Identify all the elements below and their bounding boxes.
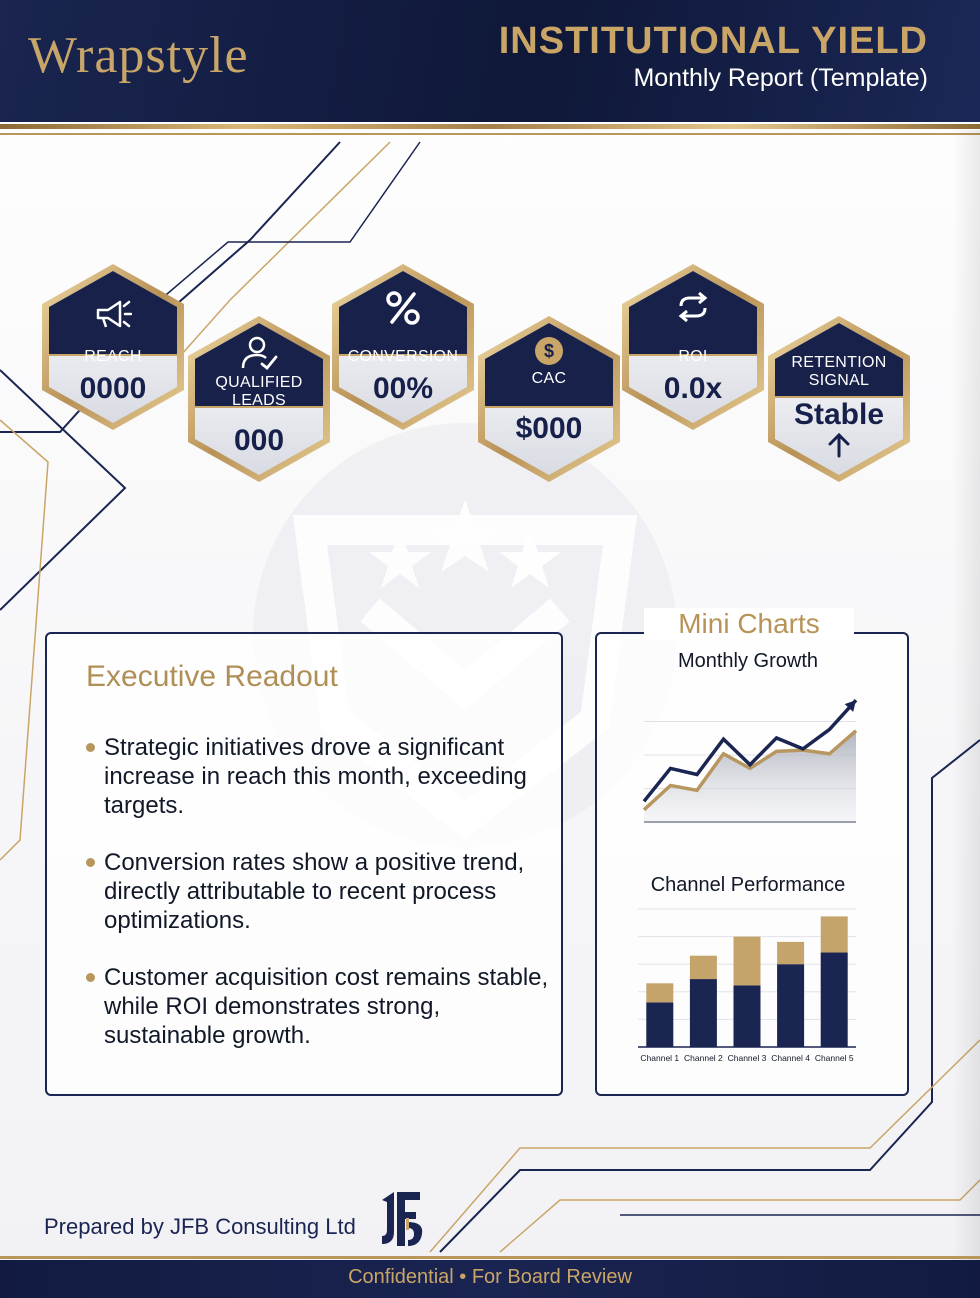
- kpi-label: ROI: [678, 348, 708, 365]
- kpi-badge-conversion: CONVERSION 00%: [330, 262, 476, 432]
- bar-channel-3-segment-2: [733, 936, 761, 986]
- kpi-label: CAC: [531, 370, 567, 387]
- area-fill: [644, 730, 856, 822]
- bar-channel-3-segment-1: [733, 985, 761, 1047]
- kpi-badge-reach: REACH 0000: [40, 262, 186, 432]
- confidential-note: Confidential • For Board Review: [348, 1266, 632, 1288]
- bar-channel-1-segment-2: [646, 983, 674, 1003]
- percent-icon: [330, 290, 476, 334]
- series-line-2: [642, 699, 858, 803]
- kpi-value: Stable: [793, 398, 885, 431]
- bar-channel-4-segment-1: [777, 964, 805, 1047]
- x-tick-label: Channel 3: [728, 1053, 767, 1063]
- user-check-icon: [186, 336, 332, 378]
- line-chart-title: Monthly Growth: [677, 650, 819, 672]
- footer-gold-rule: [0, 1256, 980, 1259]
- svg-text:$: $: [544, 341, 554, 361]
- executive-bullet-list: Strategic initiatives drove a significan…: [86, 733, 554, 1078]
- kpi-value: 00%: [372, 372, 434, 405]
- executive-bullet: Strategic initiatives drove a significan…: [86, 733, 554, 820]
- report-subtitle: Monthly Report (Template): [633, 64, 928, 92]
- kpi-badge-retention-signal: RETENTION SIGNAL Stable: [766, 314, 912, 484]
- series-line-1: [642, 729, 858, 812]
- kpi-label: QUALIFIED LEADS: [215, 374, 303, 409]
- megaphone-icon: [40, 298, 186, 338]
- monthly-growth-chart: [642, 699, 858, 823]
- bar-channel-4-segment-2: [777, 941, 805, 965]
- brand-logo-text: Wrapstyle: [28, 27, 249, 84]
- kpi-value: 0.0x: [663, 372, 723, 405]
- report-title: INSTITUTIONAL YIELD: [498, 20, 928, 62]
- x-tick-label: Channel 4: [771, 1053, 810, 1063]
- page-edge-shadow: [952, 130, 980, 1260]
- executive-bullet: Conversion rates show a positive trend, …: [86, 848, 554, 935]
- x-tick-label: Channel 5: [815, 1053, 854, 1063]
- channel-performance-chart: Channel 1 Channel 2 Channel 3 Channel 4 Chan…: [638, 908, 856, 1063]
- arrow-up-icon: [766, 432, 912, 466]
- kpi-label: CONVERSION: [347, 348, 459, 365]
- mini-charts-title: Mini Charts: [644, 608, 854, 640]
- executive-readout-panel: [45, 632, 563, 1096]
- kpi-value: $000: [515, 412, 583, 445]
- bar-channel-5-segment-1: [820, 952, 848, 1047]
- bar-chart-title: Channel Performance: [650, 874, 846, 896]
- bar-channel-1-segment-1: [646, 1002, 674, 1047]
- dollar-coin-icon: $: [476, 336, 622, 374]
- footer-bar: [0, 1260, 980, 1298]
- kpi-badge-cac: $ CAC $000: [476, 314, 622, 484]
- header-gold-rule: [0, 124, 980, 129]
- kpi-badge-roi: ROI 0.0x: [620, 262, 766, 432]
- refresh-arrows-icon: [620, 290, 766, 332]
- executive-readout-title: Executive Readout: [86, 660, 338, 693]
- executive-bullet: Customer acquisition cost remains stable…: [86, 963, 554, 1050]
- kpi-label: RETENTION SIGNAL: [791, 354, 887, 389]
- bar-channel-2-segment-1: [689, 979, 717, 1047]
- kpi-label: REACH: [84, 348, 142, 365]
- header-gold-rule-thin: [0, 133, 980, 135]
- bar-channel-5-segment-2: [820, 916, 848, 953]
- jfb-logo-icon: [382, 1192, 423, 1246]
- x-tick-label: Channel 1: [640, 1053, 679, 1063]
- bar-channel-2-segment-2: [689, 955, 717, 980]
- report-header: Wrapstyle INSTITUTIONAL YIELD Monthly Re…: [0, 0, 980, 122]
- kpi-value: 0000: [79, 372, 147, 405]
- growth-arrowhead: [844, 700, 856, 712]
- kpi-badge-qualified-leads: QUALIFIED LEADS 000: [186, 314, 332, 484]
- prepared-by-text: Prepared by JFB Consulting Ltd: [44, 1214, 356, 1239]
- x-tick-label: Channel 2: [684, 1053, 723, 1063]
- kpi-value: 000: [233, 424, 285, 457]
